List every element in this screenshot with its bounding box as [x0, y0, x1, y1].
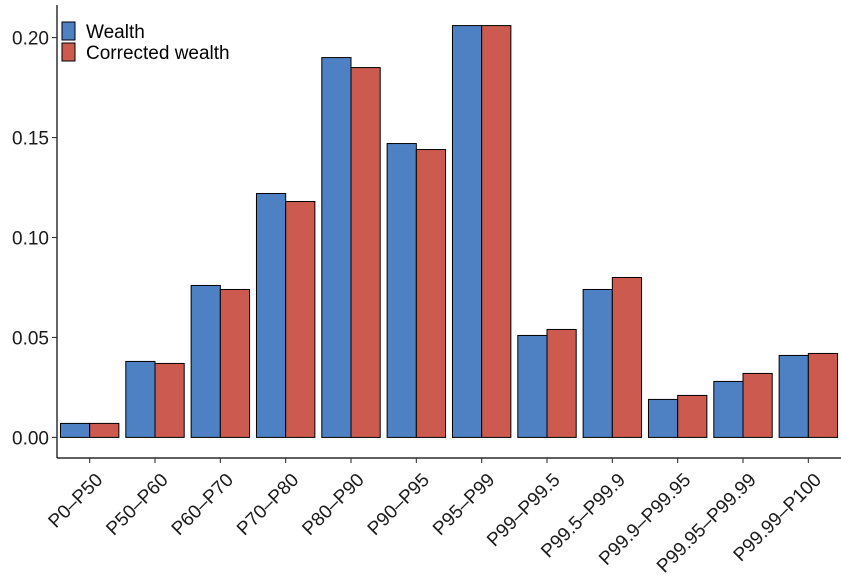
bar-corrected-wealth: [285, 201, 316, 438]
bar-corrected-wealth: [219, 288, 251, 438]
bar-corrected-wealth: [154, 362, 185, 438]
bar-wealth: [125, 360, 156, 438]
bar-corrected-wealth: [350, 67, 381, 438]
bar-wealth: [778, 354, 809, 438]
bar-wealth: [451, 25, 483, 438]
legend-swatch: [61, 21, 76, 41]
y-tick-label: 0.15: [12, 129, 49, 150]
y-axis-ticks: 0.00 0.05 0.10 0.15 0.20: [12, 29, 57, 449]
bar-corrected-wealth: [807, 352, 839, 438]
bar-wealth: [321, 57, 352, 438]
x-tick-label: P80–P90: [298, 470, 368, 540]
bar-wealth: [517, 334, 548, 438]
bar-wealth: [582, 288, 613, 438]
y-tick-label: 0.00: [12, 428, 49, 449]
bar-wealth: [59, 422, 91, 438]
bar-corrected-wealth: [481, 25, 512, 438]
x-tick-label: P90–P95: [364, 470, 434, 540]
x-tick-label: P70–P80: [233, 470, 303, 540]
bar-corrected-wealth: [89, 422, 120, 438]
legend-swatch: [61, 42, 76, 62]
x-tick-label: P0–P50: [45, 470, 108, 533]
bar-wealth: [647, 398, 679, 438]
legend-label: Corrected wealth: [86, 43, 230, 64]
bar-corrected-wealth: [546, 328, 577, 438]
bar-wealth: [255, 193, 287, 438]
x-axis-ticks: P0–P50P50–P60P60–P70P70–P80P80–P90P90–P9…: [45, 458, 826, 576]
bar-corrected-wealth: [677, 394, 708, 438]
bar-wealth: [190, 284, 221, 438]
x-tick-label: P50–P60: [102, 470, 172, 540]
bar-wealth: [713, 380, 744, 438]
legend-label: Wealth: [86, 22, 145, 43]
y-tick-label: 0.20: [12, 29, 49, 50]
y-tick-label: 0.10: [12, 228, 49, 249]
bar-corrected-wealth: [415, 149, 447, 438]
x-tick-label: P60–P70: [168, 470, 238, 540]
bars-layer: [59, 25, 839, 438]
bar-corrected-wealth: [611, 276, 643, 438]
bar-corrected-wealth: [742, 372, 773, 438]
bar-wealth: [386, 143, 417, 438]
y-tick-label: 0.05: [12, 328, 49, 349]
